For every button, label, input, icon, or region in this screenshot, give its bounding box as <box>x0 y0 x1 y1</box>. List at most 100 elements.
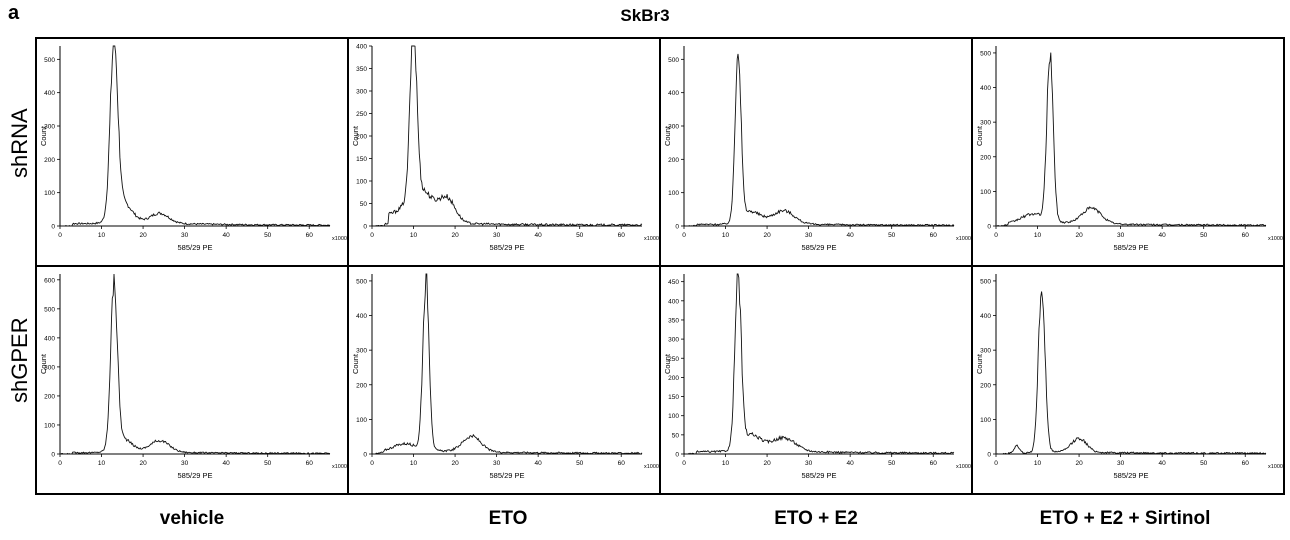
x-tick-label: 20 <box>763 460 771 467</box>
y-tick-label: 200 <box>980 154 991 161</box>
y-tick-label: 600 <box>44 277 55 284</box>
histogram-line <box>59 45 331 227</box>
panel-border <box>659 265 973 495</box>
x-axis-unit: x1000 <box>644 236 659 242</box>
x-tick-label: 30 <box>1117 232 1125 239</box>
x-tick-label: 0 <box>370 460 374 467</box>
y-tick-label: 100 <box>44 422 55 429</box>
x-axis-unit: x1000 <box>956 236 971 242</box>
panel-border <box>971 37 1285 267</box>
y-tick-label: 200 <box>356 382 367 389</box>
y-tick-label: 100 <box>356 179 367 186</box>
panel-border <box>35 265 349 495</box>
y-tick-label: 350 <box>668 317 679 324</box>
x-tick-label: 20 <box>1075 460 1083 467</box>
x-tick-label: 20 <box>451 232 459 239</box>
x-tick-label: 60 <box>930 460 938 467</box>
x-tick-label: 50 <box>264 232 272 239</box>
x-tick-label: 50 <box>888 460 896 467</box>
x-tick-label: 30 <box>181 460 189 467</box>
y-tick-label: 50 <box>672 432 680 439</box>
x-tick-label: 40 <box>223 232 231 239</box>
y-axis-label: Count <box>663 125 672 146</box>
x-axis-unit: x1000 <box>332 236 347 242</box>
y-tick-label: 400 <box>668 298 679 305</box>
y-tick-label: 0 <box>987 452 991 459</box>
y-tick-label: 300 <box>980 348 991 355</box>
x-tick-label: 50 <box>1200 460 1208 467</box>
y-tick-label: 200 <box>44 157 55 164</box>
x-axis-unit: x1000 <box>956 464 971 470</box>
y-tick-label: 100 <box>668 413 679 420</box>
x-axis-label: 585/29 PE <box>177 243 212 252</box>
x-tick-label: 10 <box>410 460 418 467</box>
x-tick-label: 0 <box>58 232 62 239</box>
x-tick-label: 50 <box>576 232 584 239</box>
histogram-line <box>683 273 955 455</box>
y-axis-label: Count <box>351 353 360 374</box>
x-tick-label: 0 <box>682 232 686 239</box>
y-tick-label: 400 <box>44 335 55 342</box>
y-tick-label: 400 <box>980 85 991 92</box>
x-tick-label: 10 <box>410 232 418 239</box>
x-axis-unit: x1000 <box>1268 464 1283 470</box>
y-tick-label: 500 <box>356 278 367 285</box>
x-tick-label: 50 <box>576 460 584 467</box>
x-axis-label: 585/29 PE <box>1113 243 1148 252</box>
y-tick-label: 300 <box>668 124 679 131</box>
y-tick-label: 200 <box>44 393 55 400</box>
x-tick-label: 40 <box>223 460 231 467</box>
y-tick-label: 0 <box>363 224 367 231</box>
x-tick-label: 40 <box>1159 460 1167 467</box>
histogram-panel-2: 0 100 200 300 400 500 0 10 20 30 40 50 60 585/29 PE x1… <box>659 37 973 267</box>
x-tick-label: 10 <box>722 232 730 239</box>
x-tick-label: 50 <box>264 460 272 467</box>
histogram-line <box>996 291 1267 455</box>
x-tick-label: 60 <box>930 232 938 239</box>
y-tick-label: 0 <box>51 452 55 459</box>
x-tick-label: 40 <box>847 232 855 239</box>
x-tick-label: 0 <box>370 232 374 239</box>
x-tick-label: 50 <box>888 232 896 239</box>
y-tick-label: 100 <box>668 190 679 197</box>
y-tick-label: 200 <box>356 134 367 141</box>
x-tick-label: 40 <box>1159 232 1167 239</box>
x-axis-label: 585/29 PE <box>801 243 836 252</box>
y-tick-label: 200 <box>668 157 679 164</box>
histogram-panel-3: 0 100 200 300 400 500 0 10 20 30 40 50 60 585/29 PE x1… <box>971 37 1285 267</box>
x-axis-label: 585/29 PE <box>1113 471 1148 480</box>
histogram-panel-0: 0 100 200 300 400 500 0 10 20 30 40 50 60 585/29 PE x1… <box>35 37 349 267</box>
y-tick-label: 450 <box>668 279 679 286</box>
y-tick-label: 300 <box>356 89 367 96</box>
x-tick-label: 0 <box>58 460 62 467</box>
x-tick-label: 0 <box>994 460 998 467</box>
x-axis-unit: x1000 <box>332 464 347 470</box>
histogram-line <box>371 45 643 227</box>
histogram-panel-6: 0 50 100 150 200 250 300 350 400 450 0 10 20 30 40 50 60… <box>659 265 973 495</box>
x-tick-label: 10 <box>1034 232 1042 239</box>
y-tick-label: 400 <box>356 313 367 320</box>
x-tick-label: 60 <box>306 232 314 239</box>
y-tick-label: 100 <box>980 189 991 196</box>
y-tick-label: 100 <box>44 190 55 197</box>
x-tick-label: 30 <box>181 232 189 239</box>
x-axis-label: 585/29 PE <box>177 471 212 480</box>
y-tick-label: 0 <box>987 224 991 231</box>
panel-border <box>971 265 1285 495</box>
x-axis-label: 585/29 PE <box>489 243 524 252</box>
histogram-line <box>371 273 643 455</box>
y-tick-label: 350 <box>356 66 367 73</box>
y-axis-label: Count <box>975 353 984 374</box>
x-axis-label: 585/29 PE <box>489 471 524 480</box>
y-tick-label: 300 <box>980 120 991 127</box>
x-tick-label: 20 <box>139 460 147 467</box>
y-tick-label: 300 <box>668 337 679 344</box>
y-tick-label: 300 <box>44 364 55 371</box>
histogram-panel-1: 0 50 100 150 200 250 300 350 400 0 10 20 30 40 50 60 585… <box>347 37 661 267</box>
panel-letter: a <box>8 2 20 24</box>
histogram-line <box>996 52 1267 227</box>
y-tick-label: 500 <box>980 278 991 285</box>
x-tick-label: 30 <box>805 460 813 467</box>
y-tick-label: 500 <box>980 50 991 57</box>
col-label-vehicle: vehicle <box>159 508 225 529</box>
